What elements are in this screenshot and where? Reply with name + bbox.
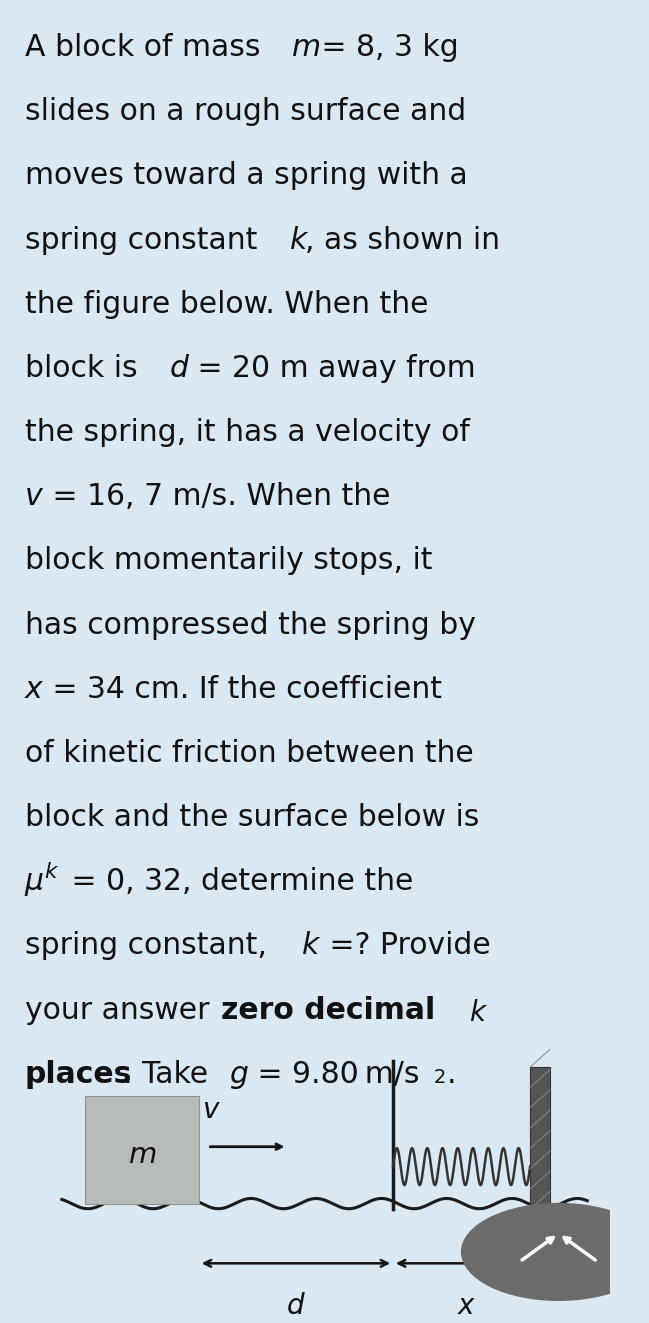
Text: 2: 2: [434, 1068, 446, 1086]
Text: block is: block is: [25, 353, 147, 382]
Text: places: places: [25, 1060, 132, 1089]
Text: x: x: [25, 675, 42, 704]
Text: k: k: [44, 861, 56, 882]
Text: zero decimal: zero decimal: [221, 995, 435, 1024]
Text: = 8, 3 kg: = 8, 3 kg: [312, 33, 459, 62]
Circle shape: [461, 1204, 649, 1301]
Text: .: .: [447, 1060, 456, 1089]
Text: μ: μ: [25, 867, 43, 896]
Bar: [84, 1095, 199, 1204]
Text: spring constant: spring constant: [25, 225, 267, 254]
Text: moves toward a spring with a: moves toward a spring with a: [25, 161, 467, 191]
Text: the figure below. When the: the figure below. When the: [25, 290, 428, 319]
Text: $d$: $d$: [286, 1291, 306, 1320]
Text: $m$: $m$: [128, 1142, 156, 1170]
Text: your answer: your answer: [25, 995, 219, 1024]
Text: block and the surface below is: block and the surface below is: [25, 803, 479, 832]
Text: $v$: $v$: [202, 1095, 221, 1125]
Text: , as shown in: , as shown in: [305, 225, 500, 254]
Text: the spring, it has a velocity of: the spring, it has a velocity of: [25, 418, 469, 447]
Text: m: m: [292, 33, 321, 62]
Text: of kinetic friction between the: of kinetic friction between the: [25, 738, 473, 767]
Text: block momentarily stops, it: block momentarily stops, it: [25, 546, 432, 576]
Text: k: k: [302, 931, 320, 960]
Text: d: d: [170, 353, 189, 382]
Text: . Take: . Take: [123, 1060, 218, 1089]
Text: has compressed the spring by: has compressed the spring by: [25, 610, 476, 639]
Text: $k$: $k$: [469, 999, 488, 1027]
Text: A block of mass: A block of mass: [25, 33, 270, 62]
Text: = 20 m away from: = 20 m away from: [188, 353, 476, 382]
Text: v: v: [25, 482, 42, 511]
Text: k: k: [289, 225, 307, 254]
Text: $x$: $x$: [457, 1291, 476, 1320]
Text: g: g: [229, 1060, 248, 1089]
Text: = 9.80 m/s: = 9.80 m/s: [248, 1060, 419, 1089]
Text: =? Provide: =? Provide: [320, 931, 491, 960]
Text: spring constant,: spring constant,: [25, 931, 276, 960]
Bar: [530, 1068, 550, 1209]
Text: slides on a rough surface and: slides on a rough surface and: [25, 98, 466, 126]
Text: = 34 cm. If the coefficient: = 34 cm. If the coefficient: [43, 675, 442, 704]
Text: = 0, 32, determine the: = 0, 32, determine the: [62, 867, 413, 896]
Text: = 16, 7 m/s. When the: = 16, 7 m/s. When the: [43, 482, 390, 511]
